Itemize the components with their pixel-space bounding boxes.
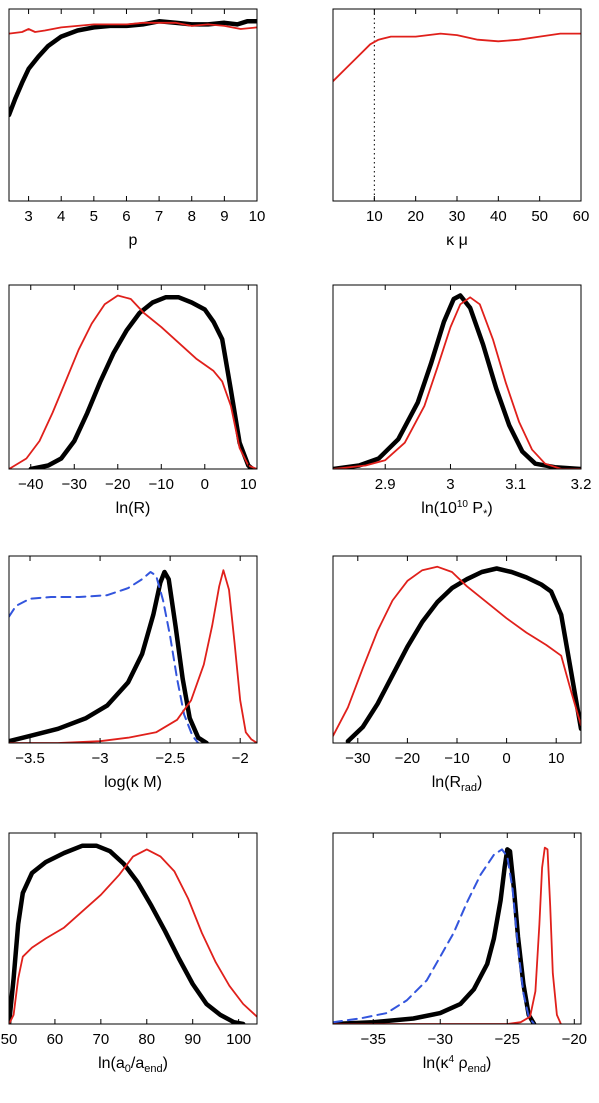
x-tick-label: 50 [531, 208, 548, 225]
x-tick-label: 90 [184, 1031, 201, 1048]
chart-panel-8: −35 −30 −25 −20 ln(κ4 ρend) [332, 832, 587, 1075]
x-axis-label: ln(R) [116, 500, 151, 517]
x-tick-label: 40 [490, 208, 507, 225]
series-line-thin [333, 296, 581, 469]
x-tick-label: 3.2 [571, 476, 592, 493]
chart-panel-7: 50 60 70 80 90 100 ln(a0/aend) [1, 832, 258, 1075]
x-tick-label: 6 [122, 208, 130, 225]
x-tick-label: 7 [155, 208, 163, 225]
x-axis-label: ln(Rrad) [432, 774, 483, 794]
chart-panel-6: −30 −20 −10 0 10 ln(Rrad) [332, 555, 582, 794]
series-line-thin [9, 294, 257, 469]
series-line-thick [333, 847, 537, 1024]
x-tick-label: 4 [57, 208, 65, 225]
series-line-dashed [333, 848, 536, 1024]
chart-panel-5: −3.5 −3 −2.5 −2 log(κ M) [8, 555, 258, 791]
x-tick-label: −30 [428, 1031, 453, 1048]
x-axis-label: p [129, 232, 138, 249]
x-tick-label: −30 [345, 750, 370, 767]
x-axis-label: ln(a0/aend) [98, 1055, 168, 1075]
x-tick-label: 9 [220, 208, 228, 225]
x-tick-label: −2.5 [155, 750, 185, 767]
x-axis-label: κ μ [446, 232, 468, 249]
x-tick-label: −20 [562, 1031, 587, 1048]
series-line-thick [28, 295, 255, 469]
x-tick-label: 5 [90, 208, 98, 225]
x-tick-label: −10 [149, 476, 174, 493]
x-tick-label: −25 [495, 1031, 520, 1048]
x-axis-label: ln(κ4 ρend) [423, 1054, 492, 1075]
x-tick-label: −35 [360, 1031, 385, 1048]
x-tick-label: −2 [232, 750, 249, 767]
axes-frame [332, 8, 582, 202]
chart-panel-4: 2.9 3 3.1 3.2 ln(1010 P*) [332, 284, 592, 520]
x-tick-label: −3 [92, 750, 109, 767]
x-tick-label: 2.9 [375, 476, 396, 493]
series-line-thin [333, 565, 581, 737]
series-line-thick [9, 569, 209, 743]
x-tick-label: −3.5 [15, 750, 45, 767]
x-tick-label: −30 [62, 476, 87, 493]
x-tick-label: 60 [47, 1031, 64, 1048]
x-tick-label: 20 [407, 208, 424, 225]
x-tick-label: −10 [444, 750, 469, 767]
x-axis-label: ln(1010 P*) [421, 499, 492, 520]
series-line-thin [9, 21, 257, 35]
x-axis-label: log(κ M) [104, 774, 162, 791]
series-line-thin [333, 32, 581, 83]
x-tick-label: 0 [502, 750, 510, 767]
series-line-thin [9, 848, 257, 1024]
x-tick-label: 10 [249, 208, 266, 225]
x-tick-label: 80 [138, 1031, 155, 1048]
series-line-thin [9, 569, 257, 743]
x-tick-label: 60 [573, 208, 590, 225]
chart-panel-2: 10 20 30 40 50 60 κ μ [332, 8, 590, 249]
series-line-thick [333, 293, 581, 469]
x-tick-label: 0 [201, 476, 209, 493]
x-tick-label: 10 [240, 476, 257, 493]
axes-frame [332, 832, 582, 1025]
x-tick-label: 10 [548, 750, 565, 767]
x-tick-label: 3.1 [505, 476, 526, 493]
series-line-dashed [9, 571, 200, 743]
x-tick-label: 30 [449, 208, 466, 225]
series-line-thick [345, 566, 581, 743]
axes-frame [8, 8, 258, 202]
axes-frame [8, 555, 258, 744]
series-line-thick [9, 19, 257, 118]
chart-panel-1: 3 4 5 6 7 8 9 10 p [8, 8, 266, 249]
x-tick-label: 70 [93, 1031, 110, 1048]
x-tick-label: 3 [446, 476, 454, 493]
x-tick-label: 3 [24, 208, 32, 225]
axes-frame [8, 832, 258, 1025]
x-tick-label: −20 [395, 750, 420, 767]
chart-panel-3: −40 −30 −20 −10 0 10 ln(R) [8, 284, 258, 517]
x-tick-label: −40 [18, 476, 43, 493]
x-tick-label: 10 [366, 208, 383, 225]
x-tick-label: 8 [188, 208, 196, 225]
axes-frame [8, 284, 258, 470]
series-line-thick [9, 843, 246, 1024]
x-tick-label: 50 [1, 1031, 18, 1048]
x-tick-label: −20 [105, 476, 130, 493]
axes-frame [332, 284, 582, 470]
x-tick-label: 100 [226, 1031, 251, 1048]
